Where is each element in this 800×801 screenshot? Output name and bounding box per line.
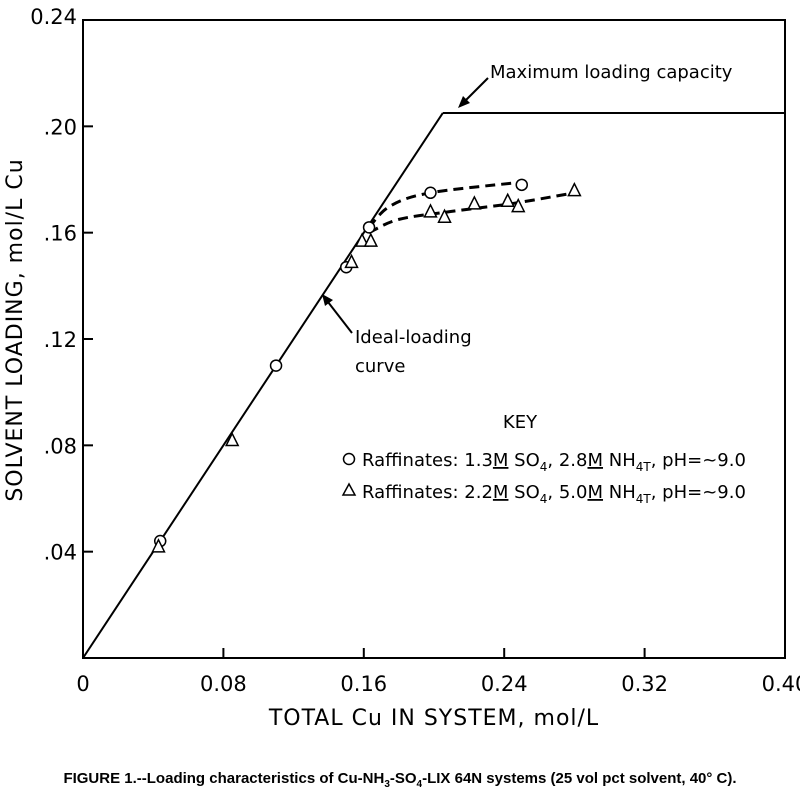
triangle-data-point bbox=[437, 208, 452, 223]
max-capacity-arrowhead bbox=[458, 96, 470, 108]
triangle-data-point bbox=[500, 192, 515, 208]
triangle-fit-curve bbox=[368, 191, 575, 235]
circle-data-point bbox=[269, 359, 283, 372]
x-axis-title: TOTAL Cu IN SYSTEM, mol/L bbox=[268, 706, 599, 731]
y-tick-label: 0.24 bbox=[30, 5, 77, 29]
circle-data-point bbox=[424, 186, 437, 200]
x-tick-label: 0.32 bbox=[621, 672, 668, 696]
ideal-loading-arrow bbox=[327, 301, 353, 334]
axis-ticks bbox=[83, 125, 646, 658]
y-tick-label: .16 bbox=[44, 222, 77, 246]
max-capacity-arrow bbox=[463, 77, 489, 103]
triangle-data-point bbox=[224, 431, 240, 447]
triangle-data-point bbox=[567, 181, 582, 197]
x-tick-label: 0.40 bbox=[762, 672, 800, 696]
y-tick-label: .12 bbox=[44, 328, 77, 352]
y-axis-title: SOLVENT LOADING, mol/L Cu bbox=[3, 158, 28, 501]
tick-labels: 0 0.08 0.16 0.24 0.32 0.40 .04 .08 .12 .16 .20 0.24 bbox=[30, 5, 800, 696]
circle-data-point bbox=[362, 221, 376, 234]
x-tick-label: 0.24 bbox=[481, 672, 528, 696]
key-entry-triangle: Raffinates: 2.2M SO4, 5.0M NH4T, pH=~9.0 bbox=[341, 482, 746, 506]
y-tick-label: .04 bbox=[44, 541, 77, 565]
triangle-data-point bbox=[363, 232, 379, 247]
x-tick-label: 0.08 bbox=[200, 672, 247, 696]
key-entry-circle: Raffinates: 1.3M SO4, 2.8M NH4T, pH=~9.0 bbox=[342, 450, 746, 474]
key-label-triangle: Raffinates: 2.2M SO4, 5.0M NH4T, pH=~9.0 bbox=[362, 482, 746, 506]
key-triangle-marker bbox=[341, 482, 357, 496]
ideal-loading-line bbox=[82, 112, 444, 659]
x-tick-label: 0.16 bbox=[340, 672, 387, 696]
circle-fit-curve bbox=[367, 180, 522, 229]
triangle-data-point bbox=[151, 538, 166, 553]
y-tick-label: .20 bbox=[44, 115, 77, 139]
key-label-circle: Raffinates: 1.3M SO4, 2.8M NH4T, pH=~9.0 bbox=[362, 450, 746, 474]
triangle-data-point bbox=[423, 203, 438, 218]
data-markers bbox=[151, 178, 582, 553]
ideal-loading-arrowhead bbox=[322, 294, 333, 306]
y-tick-label: .08 bbox=[44, 434, 77, 458]
triangle-data-point bbox=[511, 197, 526, 213]
ideal-loading-label-line1: Ideal-loading bbox=[355, 327, 472, 348]
figure-caption: FIGURE 1.--Loading characteristics of Cu… bbox=[63, 770, 736, 790]
key-title: KEY bbox=[503, 412, 538, 433]
triangle-data-point bbox=[344, 253, 359, 269]
triangle-data-point bbox=[354, 232, 370, 247]
max-capacity-label: Maximum loading capacity bbox=[490, 62, 733, 83]
triangle-data-point bbox=[467, 195, 482, 210]
x-tick-label: 0 bbox=[76, 672, 89, 696]
ideal-loading-label-line2: curve bbox=[355, 356, 405, 377]
key-circle-marker bbox=[342, 452, 356, 466]
circle-data-point bbox=[515, 178, 528, 192]
